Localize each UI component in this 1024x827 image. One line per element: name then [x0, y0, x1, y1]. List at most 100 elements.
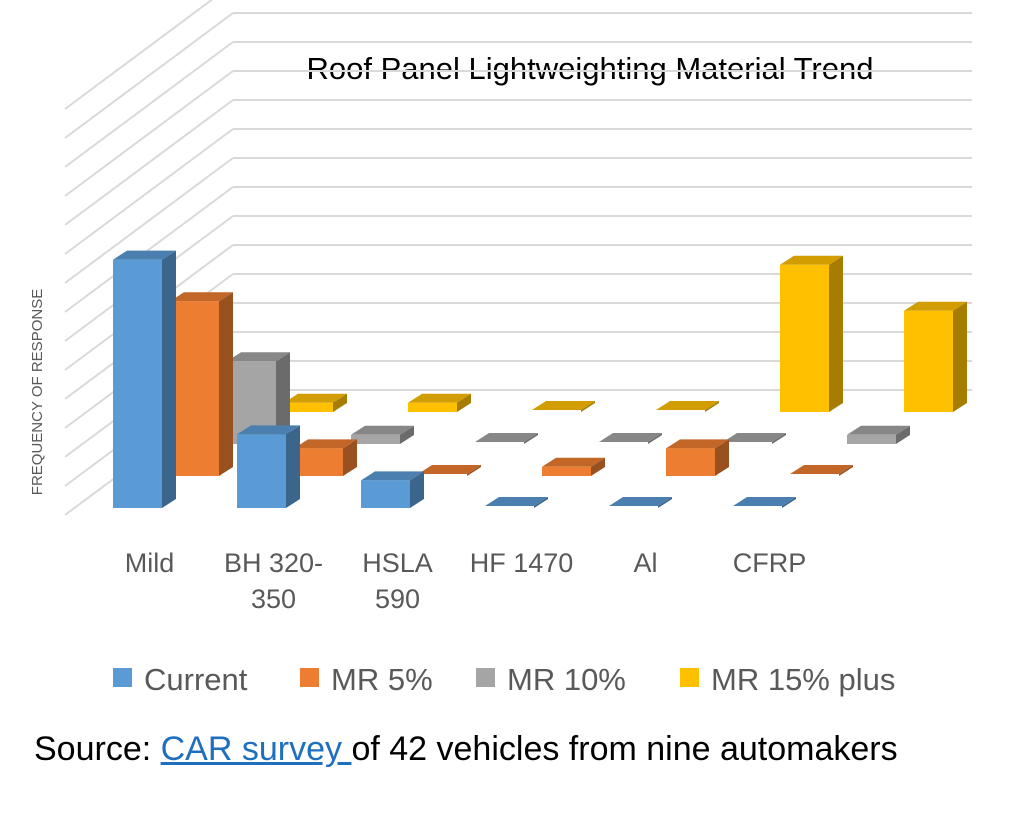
bar-mr-10--0 [227, 352, 290, 444]
bar-current-5 [733, 497, 796, 508]
bar-mr-10--5 [847, 425, 910, 444]
legend-item-mr-10-: MR 10% [476, 662, 626, 697]
chart-title: Roof Panel Lightweighting Material Trend [307, 51, 874, 86]
bar-mr-10--2 [475, 433, 538, 444]
bar-mr-5--1 [294, 439, 357, 476]
bar-front [542, 466, 591, 476]
bar-side [400, 425, 414, 444]
bar-side [705, 401, 719, 412]
source-suffix: of 42 vehicles from nine automakers [351, 730, 898, 768]
bar-current-2 [361, 471, 424, 508]
bar-mr-5--0 [170, 292, 233, 476]
bar-side [581, 401, 595, 412]
bar-side [219, 292, 233, 476]
bar-top [723, 433, 786, 442]
bar-side [658, 497, 672, 508]
bar-top [599, 433, 662, 442]
bars [113, 250, 967, 508]
bar-top [532, 401, 595, 410]
bar-side [343, 439, 357, 476]
bar-top [227, 352, 290, 362]
bar-current-4 [609, 497, 672, 508]
legend-swatch [476, 668, 495, 687]
gridline-side [64, 128, 234, 255]
legend-label: MR 15% plus [711, 662, 895, 697]
bar-side [410, 471, 424, 508]
gridline-side [64, 41, 234, 168]
bar-side [286, 425, 300, 508]
bar-top [361, 471, 424, 481]
bar-top [542, 457, 605, 467]
bar-side [591, 457, 605, 476]
bar-top [656, 401, 719, 410]
source-note: Source: CAR survey of 42 vehicles from n… [34, 730, 898, 769]
legend-item-mr-5-: MR 5% [300, 662, 433, 697]
bar-top [780, 255, 843, 265]
x-tick-label: HF 1470 [470, 548, 574, 578]
bar-front [170, 301, 219, 476]
bar-side [648, 433, 662, 444]
bar-top [351, 425, 414, 435]
bar-top [408, 393, 471, 403]
bar-mr-15-plus-2 [532, 401, 595, 412]
bar-front [780, 264, 829, 412]
legend-item-current: Current [113, 662, 248, 697]
bar-front [237, 434, 286, 508]
bar-top [284, 393, 347, 403]
legend-label: MR 5% [331, 662, 433, 697]
car-survey-link[interactable]: CAR survey [160, 730, 352, 768]
bar-top [418, 465, 481, 474]
bar-front [847, 434, 896, 444]
chart: Roof Panel Lightweighting Material Trend… [29, 0, 972, 697]
bar-side [457, 393, 471, 412]
bar-mr-10--1 [351, 425, 414, 444]
bar-side [896, 425, 910, 444]
bar-top [904, 301, 967, 311]
bar-current-1 [237, 425, 300, 508]
bar-front [361, 480, 410, 508]
bar-mr-15-plus-1 [408, 393, 471, 412]
bar-side [276, 352, 290, 444]
y-axis-label: FREQUENCY OF RESPONSE [29, 289, 46, 495]
bar-side [467, 465, 481, 476]
bar-side [829, 255, 843, 412]
bar-top [170, 292, 233, 302]
bar-side [715, 439, 729, 476]
gridline-side [64, 70, 234, 197]
gridline-side [64, 0, 214, 110]
legend-swatch [680, 668, 699, 687]
bar-mr-10--3 [599, 433, 662, 444]
bar-front [294, 448, 343, 476]
bar-mr-5--2 [418, 465, 481, 476]
bar-side [953, 301, 967, 412]
bar-side [782, 497, 796, 508]
x-tick-label: BH 320-350 [224, 548, 323, 614]
bar-current-0 [113, 250, 176, 508]
legend-label: Current [144, 662, 248, 697]
gridline-side [64, 99, 234, 226]
bar-mr-10--4 [723, 433, 786, 444]
bar-side [162, 250, 176, 508]
legend-swatch [113, 668, 132, 687]
bar-side [839, 465, 853, 476]
bar-mr-15-plus-5 [904, 301, 967, 412]
bar-mr-5--3 [542, 457, 605, 476]
x-tick-label: Al [633, 548, 657, 578]
gridline-side [64, 157, 234, 284]
gridline-side [64, 12, 234, 139]
x-tick-label: Mild [125, 548, 175, 578]
bar-top [666, 439, 729, 449]
bar-top [475, 433, 538, 442]
gridline-side [64, 186, 234, 313]
legend-label: MR 10% [507, 662, 626, 697]
bar-top [609, 497, 672, 506]
bar-mr-5--5 [790, 465, 853, 476]
bar-side [534, 497, 548, 508]
bar-mr-15-plus-4 [780, 255, 843, 412]
bar-current-3 [485, 497, 548, 508]
bar-mr-5--4 [666, 439, 729, 476]
bar-mr-15-plus-0 [284, 393, 347, 412]
bar-mr-15-plus-3 [656, 401, 719, 412]
bar-front [408, 402, 457, 412]
bar-front [666, 448, 715, 476]
